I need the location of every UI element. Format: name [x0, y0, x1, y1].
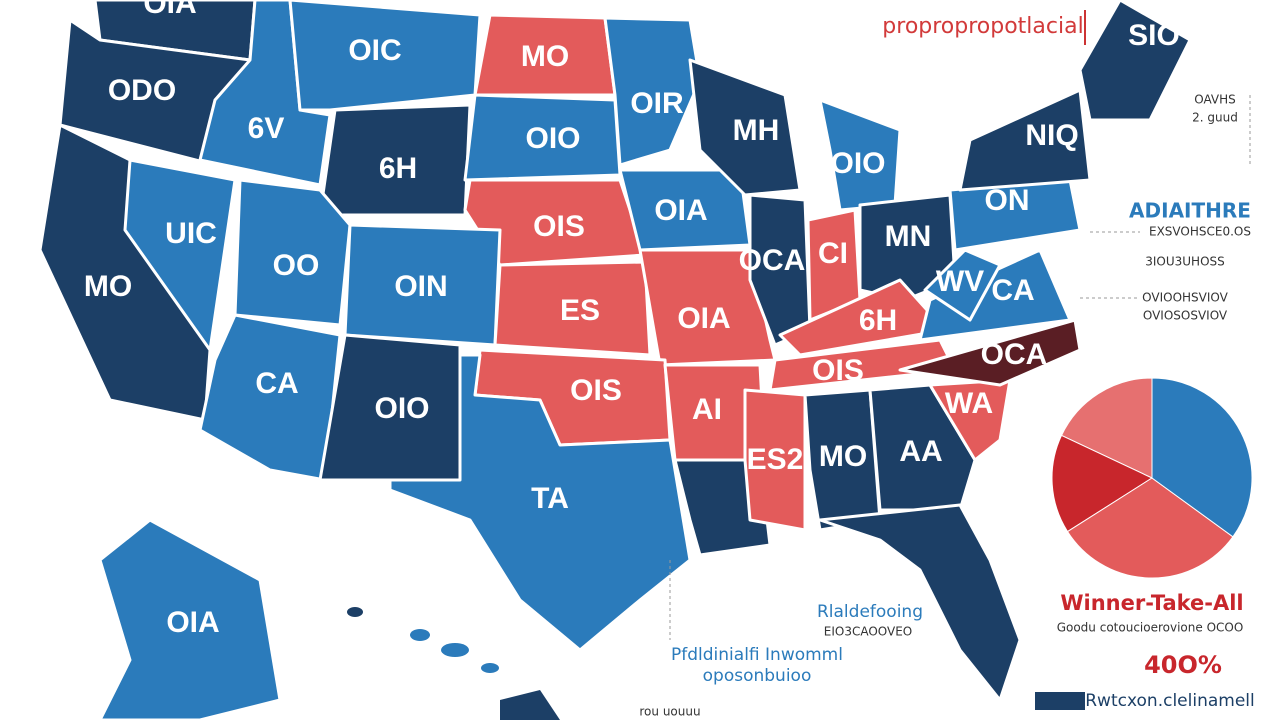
state — [918, 248, 1072, 342]
state-label: AA — [899, 435, 942, 468]
state-label: 6H — [379, 152, 417, 185]
state-label: ES — [560, 294, 600, 327]
callout: EIO3CAOOVEO — [824, 625, 913, 639]
state — [318, 103, 472, 217]
state-label: 6H — [859, 304, 897, 337]
pie-slice — [1066, 477, 1234, 579]
state-label: CA — [255, 367, 298, 400]
state-label: OCA — [739, 244, 806, 277]
legend-label: Rwtcxon.clelinamell — [1085, 691, 1254, 711]
state-label: CI — [818, 237, 848, 270]
states — [38, 0, 1192, 720]
pie-chart: Winner-Take-All Goodu cotoucioerovione O… — [1035, 377, 1255, 711]
state-labels: OIA ODO 6V OIC MO OIR 6H OIO OIS OIA MH … — [84, 0, 1180, 639]
state-label: OIA — [677, 302, 730, 335]
pie-subtitle: Goodu cotoucioerovione OCOO — [1057, 621, 1244, 635]
side-note: OVIOSOSVIOV — [1143, 309, 1228, 323]
side-note: EXSVOHSCE0.OS — [1149, 225, 1251, 239]
side-note: OAVHS — [1194, 93, 1236, 107]
pie-slice — [1151, 377, 1253, 538]
pie-title: Winner-Take-All — [1060, 591, 1243, 615]
state-label: OIO — [525, 122, 580, 155]
state-label: ON — [985, 184, 1030, 217]
state-label: WV — [936, 265, 984, 298]
state — [98, 518, 282, 720]
island — [347, 607, 363, 617]
callout: Pfdldinialfi Inwomml — [671, 645, 843, 665]
side-heading: ADIAITHRE — [1129, 199, 1251, 223]
state-label: OIC — [348, 34, 401, 67]
state — [688, 58, 802, 197]
title: propropropotlacial — [882, 14, 1083, 39]
state-label: OIA — [143, 0, 196, 20]
annotations: propropropotlacial OAVHS 2. guud ADIAITH… — [639, 10, 1251, 719]
callout: oposonbuioo — [703, 666, 812, 686]
state — [818, 503, 1022, 702]
state — [898, 318, 1082, 387]
state — [38, 123, 212, 422]
state-label: OIN — [394, 270, 447, 303]
state-label: MO — [819, 440, 867, 473]
state-label: OIA — [166, 606, 219, 639]
state-label: OIS — [533, 210, 585, 243]
state-label: WA — [945, 387, 993, 420]
pie-percent: 40O% — [1144, 651, 1222, 679]
state — [233, 178, 352, 327]
state-label: OIR — [630, 87, 684, 120]
state — [743, 388, 807, 532]
state — [493, 260, 652, 357]
legend-swatch — [1035, 692, 1085, 710]
pie-slice — [1051, 434, 1154, 533]
state-label: UIC — [165, 217, 217, 250]
state-label: OIA — [654, 194, 707, 227]
state — [958, 88, 1092, 192]
island — [481, 663, 499, 673]
state-label: OIS — [812, 354, 864, 387]
side-note: OVIOOHSVIOV — [1142, 291, 1228, 305]
state — [388, 353, 692, 652]
island — [500, 690, 560, 720]
callout: Rlaldefooing — [817, 602, 923, 622]
side-note: 3IOU3UHOSS — [1145, 255, 1225, 269]
state — [198, 313, 342, 482]
state-label: OIO — [830, 147, 885, 180]
state-label: OO — [273, 249, 320, 282]
state-label: OIS — [570, 374, 622, 407]
callout: rou uouuu — [639, 705, 700, 719]
state-label: MO — [84, 270, 132, 303]
side-note: 2. guud — [1192, 111, 1238, 125]
state-label: 6V — [248, 112, 285, 145]
state — [288, 0, 482, 112]
state — [1078, 0, 1192, 122]
state-label: ODO — [108, 74, 176, 107]
state-label: CA — [991, 274, 1034, 307]
state-label: OIO — [374, 392, 429, 425]
state-label: AI — [692, 393, 722, 426]
island — [410, 629, 430, 641]
state-label: NIQ — [1025, 119, 1078, 152]
state-label: MN — [885, 220, 932, 253]
state — [638, 248, 777, 367]
state — [603, 16, 702, 167]
state — [923, 248, 1002, 322]
island — [441, 643, 469, 657]
state-label: MO — [521, 40, 569, 73]
state-label: SIO — [1128, 19, 1180, 52]
state — [463, 178, 647, 267]
state-label: MH — [733, 114, 780, 147]
pie-slice — [1060, 377, 1153, 479]
state-label: ES2 — [747, 443, 804, 476]
state-label: TA — [531, 482, 569, 515]
state-label: OCA — [981, 338, 1048, 371]
